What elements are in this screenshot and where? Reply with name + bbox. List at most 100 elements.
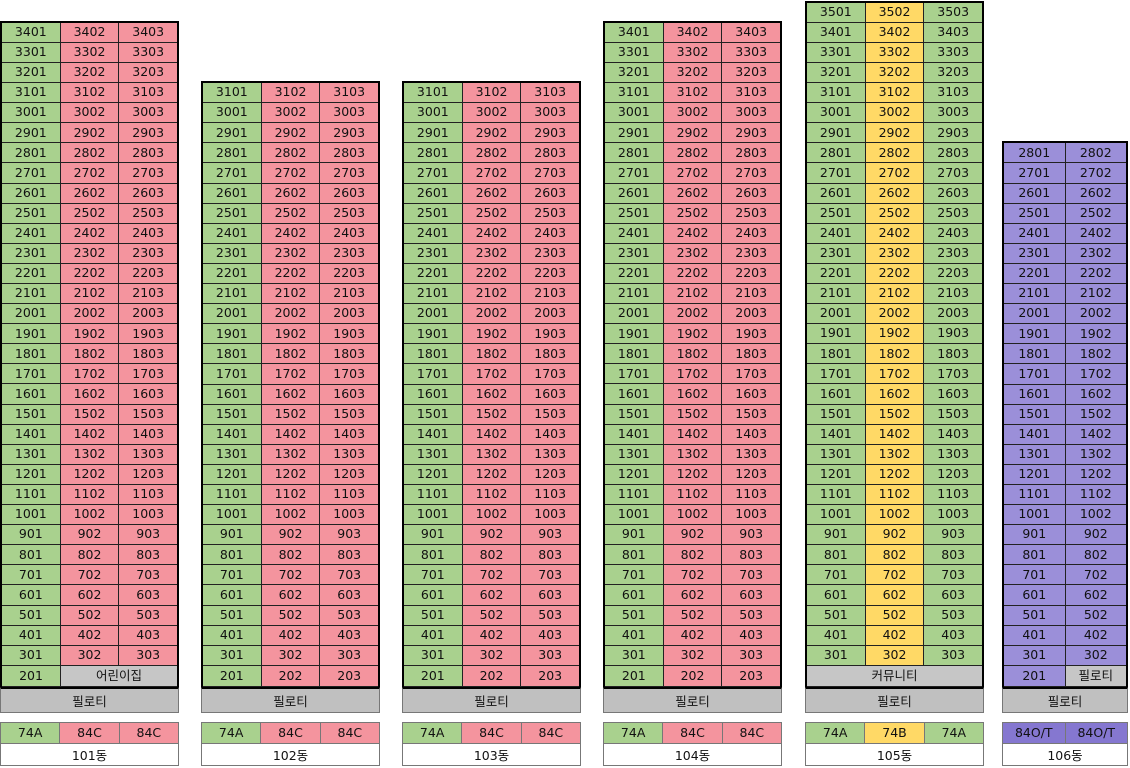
unit-cell: 1302: [1065, 444, 1126, 465]
piloti-base: 필로티: [0, 686, 179, 713]
unit-cell: 1402: [1065, 424, 1126, 445]
unit-cell: 2503: [924, 203, 983, 224]
floor-row: 2401 2402 2403: [605, 223, 781, 244]
unit-cell: 3001: [2, 103, 61, 124]
unit-cell: 1701: [203, 364, 262, 385]
floor-row: 301 302 303: [203, 645, 379, 666]
unit-cell: 1002: [663, 505, 723, 526]
unit-cell: 1203: [521, 464, 580, 485]
unit-cell: 2903: [119, 123, 178, 144]
unit-type-cell: 84C: [462, 723, 522, 743]
unit-cell: 2201: [807, 263, 866, 284]
unit-cell: 2303: [521, 243, 580, 264]
unit-cell: 3001: [404, 103, 463, 124]
unit-cell: 2502: [663, 203, 723, 224]
unit-cell: 702: [462, 565, 522, 586]
floor-row: 2401 2402 2403: [2, 223, 178, 244]
unit-cell: 2302: [462, 243, 522, 264]
unit-type-cell: 74B: [865, 723, 925, 743]
unit-cell: 902: [261, 525, 321, 546]
floor-row: 2401 2402 2403: [203, 223, 379, 244]
unit-cell: 2902: [865, 123, 925, 144]
unit-cell: 1703: [722, 364, 781, 385]
building-legend: 74A 84C 84C 103동: [402, 722, 581, 766]
unit-cell: 902: [1065, 525, 1126, 546]
floor-row: 701 702 703: [203, 565, 379, 586]
unit-type-cell: 84C: [663, 723, 723, 743]
unit-cell: 2502: [462, 203, 522, 224]
unit-cell: 1003: [119, 505, 178, 526]
floor-row: 2501 2502 2503: [605, 203, 781, 224]
unit-cell: 3302: [60, 42, 120, 63]
unit-cell: 803: [722, 545, 781, 566]
unit-cell: 1903: [119, 324, 178, 345]
unit-cell: 301: [807, 645, 866, 666]
unit-cell: 1503: [722, 404, 781, 425]
floor-row: 1201 1202 1203: [404, 464, 580, 485]
building-legend: 84O/T 84O/T 106동: [1002, 722, 1128, 766]
unit-cell: 2501: [404, 203, 463, 224]
unit-cell: 503: [521, 605, 580, 626]
floor-row: 2601 2602 2603: [203, 183, 379, 204]
unit-cell: 1702: [261, 364, 321, 385]
unit-cell: 2003: [924, 304, 983, 325]
unit-cell: 1903: [924, 324, 983, 345]
unit-cell: 2703: [722, 163, 781, 184]
unit-cell: 2403: [521, 223, 580, 244]
floor-row: 1401 1402 1403: [807, 424, 983, 445]
unit-cell: 2803: [521, 143, 580, 164]
unit-cell: 2402: [60, 223, 120, 244]
unit-cell: 802: [60, 545, 120, 566]
unit-cell: 1403: [924, 424, 983, 445]
floor-row: 2701 2702: [1004, 163, 1126, 184]
unit-cell: 1202: [865, 464, 925, 485]
floor-row: 2701 2702 2703: [404, 163, 580, 184]
unit-cell: 1803: [320, 344, 379, 365]
floor-row: 1601 1602 1603: [203, 384, 379, 405]
unit-cell: 1401: [605, 424, 664, 445]
unit-cell: 2503: [722, 203, 781, 224]
floor-row: 1801 1802 1803: [2, 344, 178, 365]
unit-cell: 1901: [2, 324, 61, 345]
unit-cell: 3103: [722, 83, 781, 104]
unit-cell: 1101: [807, 484, 866, 506]
unit-cell: 2901: [203, 123, 262, 144]
floor-row: 2101 2102: [1004, 284, 1126, 305]
floor-row: 2201 2202 2203: [404, 263, 580, 285]
unit-cell: 302: [60, 645, 120, 666]
unit-grid: 3101 3102 3103 3001 3002 3003 2901 2902 2903 2801…: [201, 81, 380, 666]
unit-cell: 2303: [924, 243, 983, 264]
unit-cell: 2001: [807, 304, 866, 325]
floor-row: 2701 2702 2703: [2, 163, 178, 184]
unit-type-cell: 84C: [722, 723, 781, 743]
unit-cell: 501: [2, 605, 61, 626]
unit-cell: 1801: [807, 344, 866, 365]
piloti-base: 필로티: [603, 686, 782, 713]
unit-cell: 1202: [1065, 464, 1126, 485]
floor-row: 801 802 803: [807, 545, 983, 566]
floor-row: 1101 1102 1103: [2, 484, 178, 506]
unit-cell: 3202: [60, 62, 120, 84]
unit-cell: 1102: [663, 484, 723, 506]
unit-type-cell: 84C: [119, 723, 178, 743]
unit-cell: 803: [119, 545, 178, 566]
floor-row: 1501 1502: [1004, 404, 1126, 425]
floor-row: 1101 1102 1103: [404, 484, 580, 506]
unit-cell: 1403: [119, 424, 178, 445]
unit-cell: 2202: [1065, 263, 1126, 285]
ground-floor-row: 201 202 203: [603, 665, 782, 687]
ground-cell: 어린이집: [61, 665, 177, 687]
unit-cell: 2201: [605, 263, 664, 285]
unit-cell: 2301: [2, 243, 61, 264]
unit-cell: 303: [521, 645, 580, 666]
unit-cell: 2602: [462, 183, 522, 204]
unit-cell: 401: [203, 625, 262, 646]
floor-row: 2901 2902 2903: [203, 123, 379, 144]
unit-cell: 2102: [261, 284, 321, 305]
unit-cell: 1302: [462, 444, 522, 465]
unit-cell: 2102: [663, 284, 723, 305]
unit-cell: 1503: [119, 404, 178, 425]
floor-row: 2801 2802 2803: [404, 143, 580, 164]
unit-cell: 3203: [924, 62, 983, 84]
floor-row: 2401 2402 2403: [404, 223, 580, 244]
